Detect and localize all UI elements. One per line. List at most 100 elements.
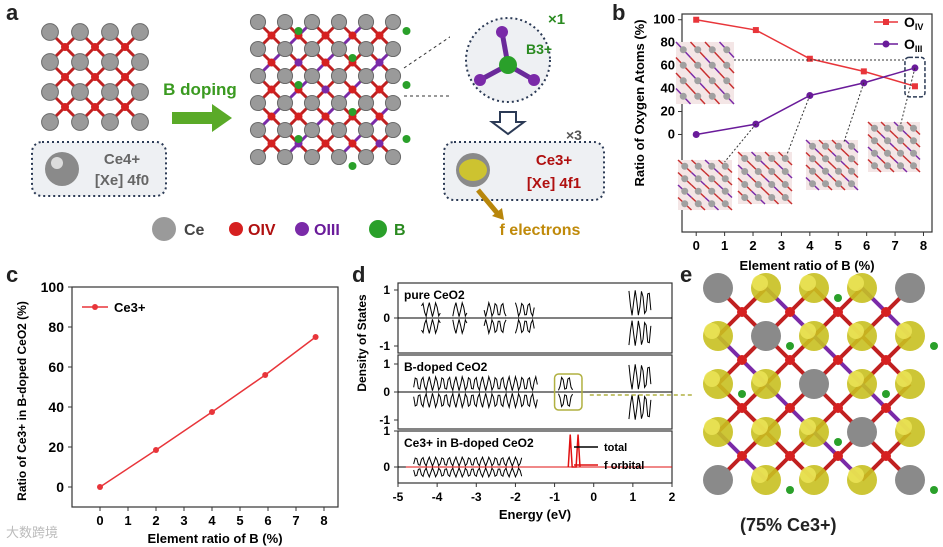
c-point (209, 409, 215, 415)
d-xtick: 0 (590, 490, 597, 504)
b-xlabel: Element ratio of B (%) (739, 258, 874, 273)
b-point (752, 27, 759, 34)
panel-a-schematic: Ce4+ [Xe] 4f0 B doping (31, 13, 450, 197)
c-xtick: 7 (292, 513, 299, 528)
b-point (911, 83, 918, 90)
d-ytick: 0 (383, 385, 390, 399)
b-legend-OIII: OIII (904, 36, 922, 54)
b-xtick: 4 (806, 238, 814, 253)
b3-label: B3+ (526, 41, 552, 57)
legend-ce: Ce (184, 222, 205, 239)
ce4-label: Ce4+ (104, 151, 141, 168)
d-xtick: 2 (669, 490, 676, 504)
legend-oiv: OIV (248, 222, 276, 239)
d-xtick: -1 (549, 490, 560, 504)
d-dos-line (558, 376, 574, 391)
d-f-orbital-peak (567, 434, 581, 468)
d-dos-line (413, 455, 523, 468)
panel-d-letter: d (352, 262, 366, 287)
d-ytick: 1 (383, 283, 390, 297)
d-dos-line (514, 302, 535, 318)
b-doped-crystal (249, 13, 411, 170)
c-xtick: 5 (236, 513, 243, 528)
b-structure-thumb (675, 41, 735, 105)
d-dos-line (628, 320, 652, 346)
c-xtick: 8 (320, 513, 327, 528)
b-ytick: 100 (653, 12, 675, 27)
b-xtick: 5 (835, 238, 842, 253)
d-xtick: -5 (393, 490, 404, 504)
ce3-count: ×3 (566, 127, 582, 143)
c-point (153, 447, 159, 453)
b-point (806, 55, 813, 62)
legend-b-icon (369, 220, 387, 238)
panel-e-letter: e (680, 262, 693, 287)
panel-a-legend: Ce OIV OIII B (152, 217, 406, 241)
b-xtick: 8 (920, 238, 927, 253)
d-dos-line (514, 318, 535, 334)
d-ytick: -1 (379, 339, 390, 353)
d-dos-line (413, 374, 538, 393)
legend-oiv-icon (229, 222, 243, 236)
d-dos-line (413, 466, 523, 479)
c-ytick: 80 (48, 319, 64, 335)
d-xtick: -2 (510, 490, 521, 504)
b-legend-OIV: OIV (904, 14, 923, 32)
ce4-config: [Xe] 4f0 (95, 172, 149, 189)
d-xtick: -3 (471, 490, 482, 504)
d-dos-line (483, 318, 507, 336)
d-dos-line (628, 364, 652, 390)
legend-b: B (394, 222, 406, 239)
d-ytick: 1 (383, 424, 390, 438)
ce3-box (443, 141, 605, 201)
panel-e-structure (703, 273, 938, 495)
d-ytick: 0 (383, 460, 390, 474)
c-xtick: 3 (180, 513, 187, 528)
legend-oiii: OIII (314, 222, 340, 239)
b-ytick: 40 (661, 81, 675, 96)
ce3-label: Ce3+ (536, 152, 573, 169)
b-structure-thumb (805, 139, 859, 191)
d-xtick: 1 (630, 490, 637, 504)
d-dos-line (452, 300, 468, 318)
c-xtick: 0 (96, 513, 103, 528)
b-point (692, 130, 700, 138)
b-xtick: 6 (863, 238, 870, 253)
c-xtick: 1 (124, 513, 131, 528)
b-xtick: 2 (749, 238, 756, 253)
d-dos-line (421, 317, 441, 336)
d-ytick: 0 (383, 311, 390, 325)
c-series-line (99, 336, 317, 488)
watermark: 大数跨境 (6, 525, 59, 540)
c-point (312, 334, 319, 340)
c-xtick: 6 (264, 513, 271, 528)
b-point (752, 120, 760, 128)
b-point (806, 91, 814, 99)
f-electrons-label: f electrons (500, 222, 581, 239)
b-xtick: 3 (778, 238, 785, 253)
d-legend: total (604, 442, 627, 454)
b-ytick: 0 (668, 126, 675, 141)
d-subplot-label: B-doped CeO2 (404, 360, 488, 374)
b-atom-icon (499, 56, 517, 74)
d-highlight-box (553, 373, 583, 411)
b-point (860, 68, 867, 75)
chart-d: -1 0 1 pure CeO2 -1 0 1 B-doped CeO2 0 1 Ce3+ in B… (355, 282, 692, 522)
b-ytick: 60 (661, 58, 675, 73)
d-ytick: 1 (383, 357, 390, 371)
pure-ceo2-crystal (41, 23, 149, 131)
ce3-config: [Xe] 4f1 (527, 175, 581, 192)
b-structure-thumb (737, 151, 793, 205)
d-dos-line (421, 300, 441, 319)
panel-a-right: B3+ ×1 ×3 Ce3+ [Xe] 4f1 f electrons (443, 11, 605, 239)
c-ytick: 60 (48, 359, 64, 375)
legend-ce-icon (152, 217, 176, 241)
c-ytick: 40 (48, 399, 64, 415)
d-legend: f orbital (604, 460, 644, 472)
c-legend: Ce3+ (114, 300, 146, 315)
d-xtick: -4 (432, 490, 443, 504)
b-structure-thumb (677, 159, 733, 211)
c-ytick: 0 (56, 479, 64, 495)
